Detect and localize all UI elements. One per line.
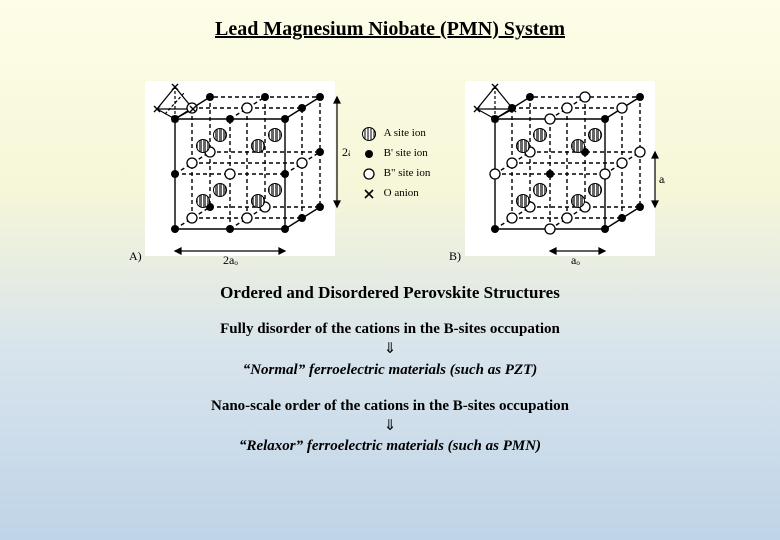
legend-label: A site ion xyxy=(384,124,426,144)
hatched-icon xyxy=(360,127,378,141)
page-title: Lead Magnesium Niobate (PMN) System xyxy=(0,0,780,41)
solid-icon xyxy=(360,147,378,161)
cube-a-svg: 2aₒ 2aₒ A) xyxy=(115,59,350,269)
legend-row-bpp: B" site ion xyxy=(360,164,431,184)
subtitle: Ordered and Disordered Perovskite Struct… xyxy=(0,283,780,303)
panel-a: 2aₒ 2aₒ A) xyxy=(115,59,350,269)
legend-label: B" site ion xyxy=(384,164,431,184)
dim-b-right: aₒ xyxy=(659,172,665,186)
cross-icon xyxy=(360,187,378,201)
para1-line2: “Normal” ferroelectric materials (such a… xyxy=(243,362,538,378)
para2-line1: Nano-scale order of the cations in the B… xyxy=(211,398,569,414)
paragraph-1: Fully disorder of the cations in the B-s… xyxy=(0,319,780,380)
legend-row-a-site: A site ion xyxy=(360,124,431,144)
para2-line2: “Relaxor” ferroelectric materials (such … xyxy=(239,438,541,454)
open-icon xyxy=(360,167,378,181)
panel-a-label: A) xyxy=(129,249,142,263)
panel-b: aₒ aₒ B) xyxy=(440,59,665,269)
panel-b-label: B) xyxy=(449,249,461,263)
para1-line1: Fully disorder of the cations in the B-s… xyxy=(220,321,560,337)
legend-row-o-anion: O anion xyxy=(360,184,431,204)
down-arrow-icon: ⇓ xyxy=(0,416,780,436)
legend-label: B' site ion xyxy=(384,144,428,164)
legend-row-bprime: B' site ion xyxy=(360,144,431,164)
dim-a-right: 2aₒ xyxy=(342,145,350,159)
figure-row: 2aₒ 2aₒ A) A site ion B' site ion B" sit… xyxy=(0,59,780,269)
down-arrow-icon: ⇓ xyxy=(0,339,780,359)
dim-b-bottom: aₒ xyxy=(571,253,580,267)
dim-a-bottom: 2aₒ xyxy=(223,253,238,267)
paragraph-2: Nano-scale order of the cations in the B… xyxy=(0,396,780,457)
legend-label: O anion xyxy=(384,184,419,204)
cube-b-svg: aₒ aₒ B) xyxy=(440,59,665,269)
legend: A site ion B' site ion B" site ion O ani… xyxy=(360,124,431,203)
